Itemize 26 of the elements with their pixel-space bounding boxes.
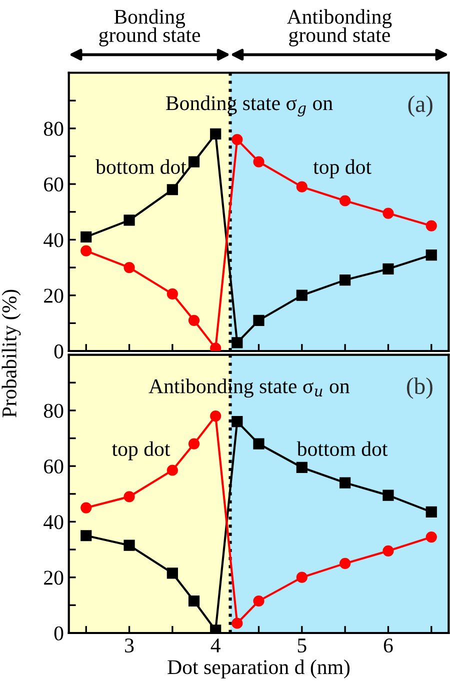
text: Antibonding ground state: [287, 9, 392, 46]
y-tick-label: 0: [54, 626, 64, 640]
y-tick-label: 60: [44, 177, 64, 192]
annotation: top dot: [313, 159, 372, 178]
y-tick-label: 0: [54, 344, 64, 358]
x-tick-label: 6: [384, 638, 393, 653]
annotation: (b): [406, 377, 432, 399]
x-tick-label: 4: [210, 638, 220, 652]
annotation: top dot: [112, 441, 170, 460]
y-tick-label: 40: [44, 515, 64, 530]
text: Bonding ground state: [99, 9, 200, 46]
annotation: Bonding state σ$_{g}$ on: [166, 96, 333, 116]
y-axis-title: Probability (%): [2, 290, 21, 418]
y-tick-label: 20: [44, 570, 64, 585]
y-tick-label: 80: [44, 122, 64, 136]
y-tick-label: 20: [44, 288, 64, 303]
x-axis-title: Dot separation d (nm): [168, 660, 350, 678]
y-tick-label: 80: [44, 404, 64, 418]
annotation: (a): [408, 95, 432, 117]
annotation: bottom dot: [296, 441, 388, 456]
x-tick-label: 3: [125, 638, 134, 653]
annotation: bottom dot: [96, 159, 186, 174]
annotation: Antibonding state σ$_{u}$ on: [148, 378, 350, 398]
x-tick-label: 5: [298, 638, 306, 653]
y-tick-label: 40: [44, 233, 64, 248]
y-tick-label: 60: [44, 459, 64, 474]
